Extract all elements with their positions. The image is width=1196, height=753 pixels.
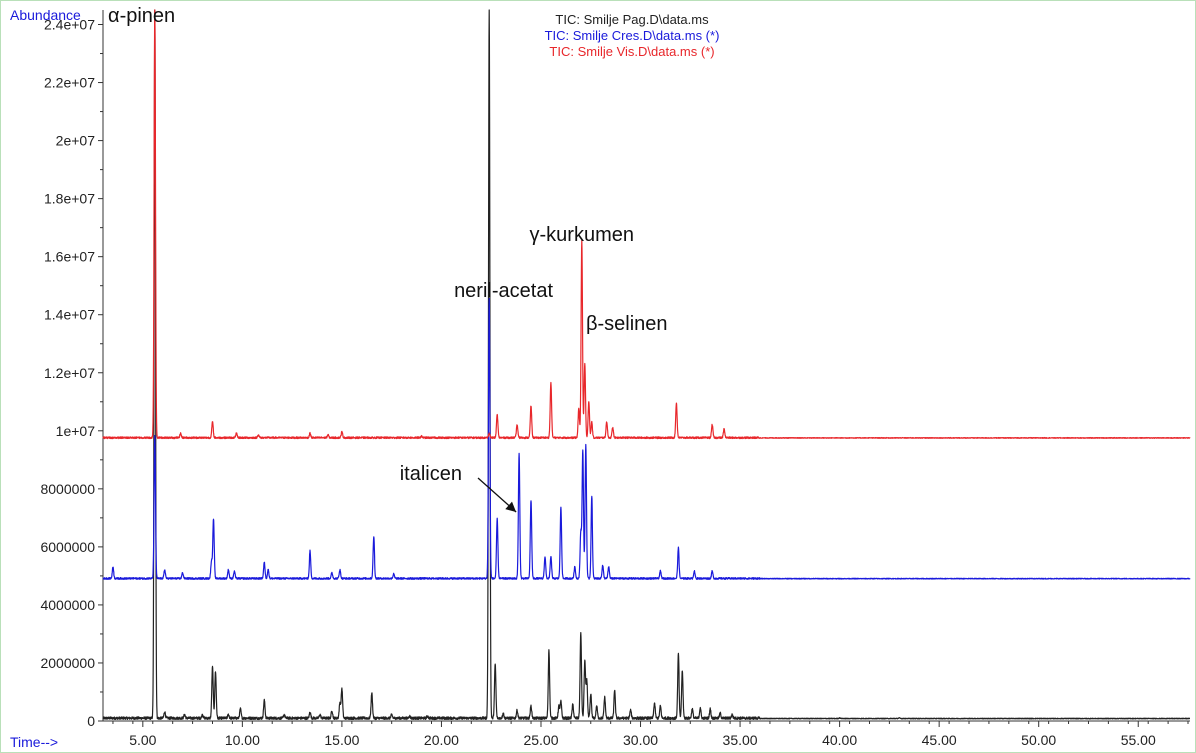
x-axis-ticks: 5.00 10.00 15.00 20.00 25.00 30.00 35.00 40.00 4… [112,721,1189,748]
y-tick-label: 8000000 [40,481,95,497]
y-axis-ticks: 0 2000000 4000000 6000000 8000000 1e+07 1.2e+0… [40,17,103,729]
y-tick-label: 2e+07 [56,133,96,149]
y-tick-label: 2000000 [40,655,95,671]
trace-pag [102,9,1191,721]
y-tick-label: 0 [87,713,95,729]
legend-entry: TIC: Smilje Cres.D\data.ms (*) [545,28,720,43]
x-tick-label: 45.00 [922,732,957,748]
annotation-label: β-selinen [586,313,668,335]
annotation-label: α-pinen [108,5,175,27]
x-tick-label: 10.00 [225,732,260,748]
italicen-arrow-head [505,501,517,512]
axes [102,10,1190,722]
y-axis-title: Abundance [10,7,81,23]
x-tick-label: 20.00 [424,732,459,748]
x-tick-label: 50.00 [1021,732,1056,748]
x-tick-label: 35.00 [723,732,758,748]
y-tick-label: 2.2e+07 [44,75,95,91]
x-tick-label: 15.00 [324,732,359,748]
x-tick-label: 25.00 [523,732,558,748]
trace-cres [102,297,1191,580]
annotation-label: neril-acetat [454,280,553,302]
legend-entry: TIC: Smilje Vis.D\data.ms (*) [549,44,714,59]
annotation-label: italicen [400,463,462,485]
x-tick-label: 55.00 [1121,732,1156,748]
y-tick-label: 1.8e+07 [44,191,95,207]
y-tick-label: 6000000 [40,539,95,555]
x-tick-label: 30.00 [623,732,658,748]
x-tick-label: 5.00 [129,732,156,748]
y-tick-label: 4000000 [40,597,95,613]
peak-annotations: α-pinen neril-acetat γ-kurkumen β-selinen it… [108,5,668,513]
y-tick-label: 1e+07 [56,423,96,439]
y-tick-label: 1.6e+07 [44,249,95,265]
x-axis-title: Time--> [10,734,58,750]
y-tick-label: 1.4e+07 [44,307,95,323]
annotation-label: γ-kurkumen [530,224,634,246]
chromatogram-traces [102,9,1191,721]
y-tick-label: 2.4e+07 [44,17,95,33]
legend-entry: TIC: Smilje Pag.D\data.ms [555,12,709,27]
y-tick-label: 1.2e+07 [44,365,95,381]
x-tick-label: 40.00 [822,732,857,748]
trace-vis [102,9,1191,440]
